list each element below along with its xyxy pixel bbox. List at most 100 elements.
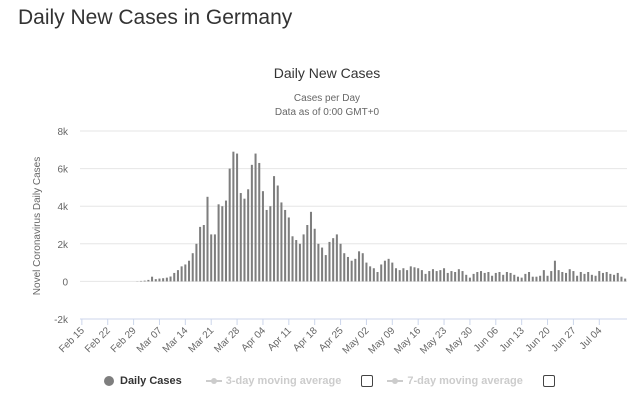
bar[interactable] [509, 272, 512, 282]
bar[interactable] [557, 270, 560, 282]
bar[interactable] [576, 275, 579, 282]
bar[interactable] [472, 273, 475, 282]
bar[interactable] [587, 272, 590, 282]
bar[interactable] [210, 234, 213, 282]
bar[interactable] [239, 193, 242, 282]
bar[interactable] [513, 274, 516, 282]
checkbox-3-day-average[interactable] [361, 375, 374, 387]
bar[interactable] [247, 189, 250, 282]
bar[interactable] [465, 274, 468, 282]
bar[interactable] [243, 198, 246, 282]
bar[interactable] [531, 276, 534, 282]
bar[interactable] [420, 270, 423, 282]
bar[interactable] [236, 153, 239, 282]
bar[interactable] [261, 191, 264, 282]
bar[interactable] [173, 272, 176, 282]
bar[interactable] [572, 271, 575, 282]
bar[interactable] [590, 274, 593, 282]
bar[interactable] [254, 153, 257, 282]
bar[interactable] [387, 258, 390, 282]
bar[interactable] [616, 272, 619, 282]
bar[interactable] [417, 268, 420, 282]
bar[interactable] [406, 270, 409, 282]
bar[interactable] [162, 278, 165, 282]
bar[interactable] [494, 272, 497, 282]
bar[interactable] [250, 164, 253, 282]
bar[interactable] [158, 278, 161, 282]
bar[interactable] [335, 234, 338, 282]
bar[interactable] [306, 225, 309, 282]
bar[interactable] [553, 260, 556, 282]
bar[interactable] [594, 275, 597, 282]
bar[interactable] [276, 185, 279, 282]
bar[interactable] [154, 279, 157, 282]
bar[interactable] [546, 275, 549, 282]
bar[interactable] [468, 277, 471, 282]
bar[interactable] [461, 271, 464, 282]
bar[interactable] [620, 276, 623, 282]
bar[interactable] [565, 272, 568, 282]
legend-item-3-day-average[interactable]: 3-day moving average [205, 375, 362, 387]
bar[interactable] [265, 209, 268, 282]
bar[interactable] [435, 271, 438, 282]
legend-item-daily-cases[interactable]: Daily Cases [104, 375, 206, 387]
bar[interactable] [350, 260, 353, 282]
bar[interactable] [483, 272, 486, 282]
bar[interactable] [184, 264, 187, 282]
bar[interactable] [479, 271, 483, 282]
bar[interactable] [309, 211, 313, 282]
bar[interactable] [613, 274, 616, 282]
bar[interactable] [391, 262, 394, 282]
bar[interactable] [287, 217, 290, 282]
bar[interactable] [424, 273, 427, 282]
legend-item-7-day-average[interactable]: 7-day moving average [387, 375, 543, 387]
bar[interactable] [535, 276, 538, 282]
bar[interactable] [443, 268, 446, 282]
bar[interactable] [228, 168, 231, 282]
bar[interactable] [313, 228, 316, 282]
bar[interactable] [598, 271, 601, 282]
bar[interactable] [191, 253, 194, 282]
bar[interactable] [601, 272, 604, 282]
bar[interactable] [361, 253, 364, 282]
bar[interactable] [561, 272, 564, 282]
bar[interactable] [195, 243, 198, 282]
bar[interactable] [324, 255, 327, 282]
bar[interactable] [147, 279, 150, 282]
bar[interactable] [280, 202, 283, 282]
bar[interactable] [143, 280, 146, 282]
bar[interactable] [605, 272, 608, 282]
bar[interactable] [321, 247, 324, 282]
bar[interactable] [369, 266, 372, 282]
bar[interactable] [291, 236, 294, 282]
bar[interactable] [358, 251, 361, 282]
bar[interactable] [439, 270, 442, 282]
bar[interactable] [199, 226, 202, 282]
bar[interactable] [450, 271, 453, 282]
bar[interactable] [221, 206, 224, 282]
bar[interactable] [457, 269, 460, 282]
bar[interactable] [328, 241, 331, 282]
bar[interactable] [217, 204, 220, 282]
bar[interactable] [487, 272, 490, 282]
bar[interactable] [180, 266, 183, 282]
bar[interactable] [520, 277, 523, 282]
bar[interactable] [224, 200, 227, 282]
bar[interactable] [346, 256, 349, 282]
bar[interactable] [454, 272, 457, 282]
bar[interactable] [372, 268, 375, 282]
bar[interactable] [446, 272, 449, 282]
bar[interactable] [383, 260, 386, 282]
bar[interactable] [269, 206, 272, 282]
bar[interactable] [273, 176, 276, 282]
bar[interactable] [428, 271, 431, 282]
bar[interactable] [202, 225, 205, 282]
bar[interactable] [365, 262, 368, 282]
bar[interactable] [402, 268, 405, 282]
bar[interactable] [409, 266, 412, 282]
bar[interactable] [502, 274, 505, 282]
bar[interactable] [343, 253, 346, 282]
bar[interactable] [380, 264, 383, 282]
bar[interactable] [376, 272, 379, 282]
bar[interactable] [213, 234, 216, 282]
